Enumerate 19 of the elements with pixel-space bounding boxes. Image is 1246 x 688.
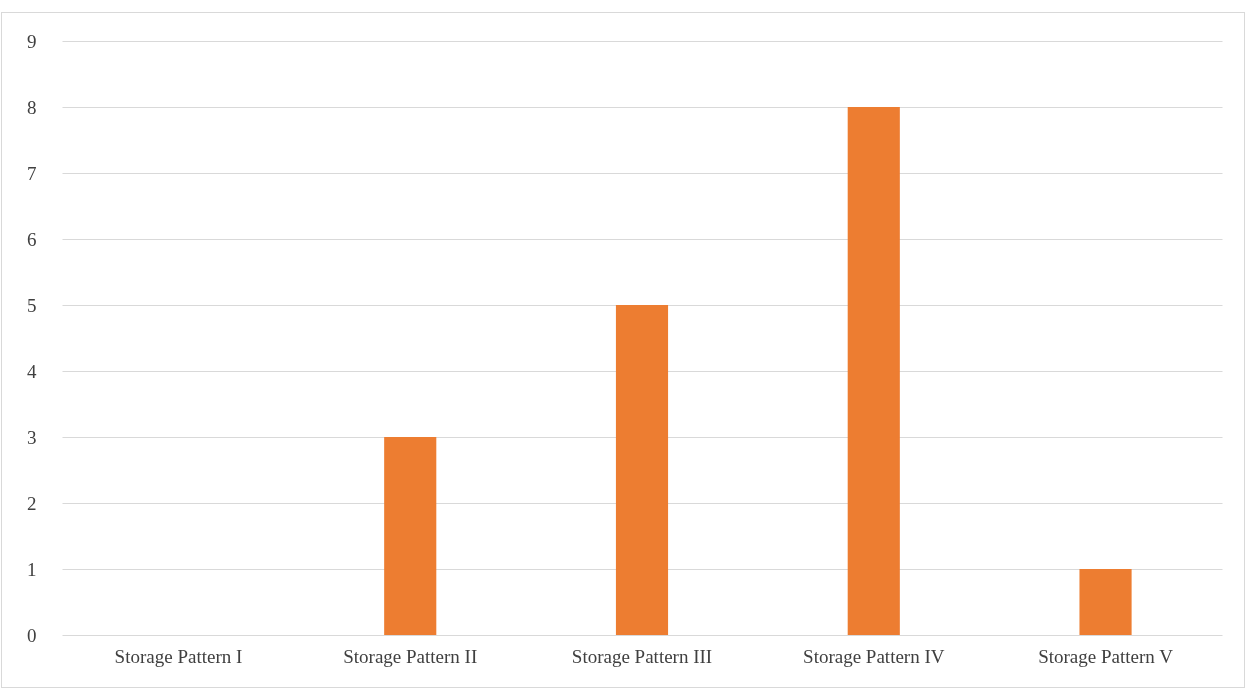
x-tick-label: Storage Pattern V	[1038, 645, 1174, 667]
y-tick-label: 7	[27, 162, 37, 184]
bar	[847, 107, 900, 635]
y-tick-label: 9	[27, 30, 37, 52]
x-tick-label: Storage Pattern III	[571, 645, 713, 667]
y-tick-label: 0	[27, 624, 37, 646]
y-tick-label: 5	[27, 294, 37, 316]
y-tick-label: 6	[27, 228, 37, 250]
y-tick-label: 1	[27, 558, 37, 580]
x-tick-label: Storage Pattern I	[114, 645, 243, 667]
bar	[1079, 569, 1132, 635]
y-tick-label: 2	[27, 492, 37, 514]
x-tick-label: Storage Pattern IV	[803, 645, 945, 667]
bar	[384, 437, 437, 635]
y-tick-label: 8	[27, 96, 37, 118]
y-tick-label: 3	[27, 426, 37, 448]
x-tick-label: Storage Pattern II	[343, 645, 478, 667]
y-tick-label: 4	[27, 360, 37, 382]
bar	[615, 305, 669, 635]
